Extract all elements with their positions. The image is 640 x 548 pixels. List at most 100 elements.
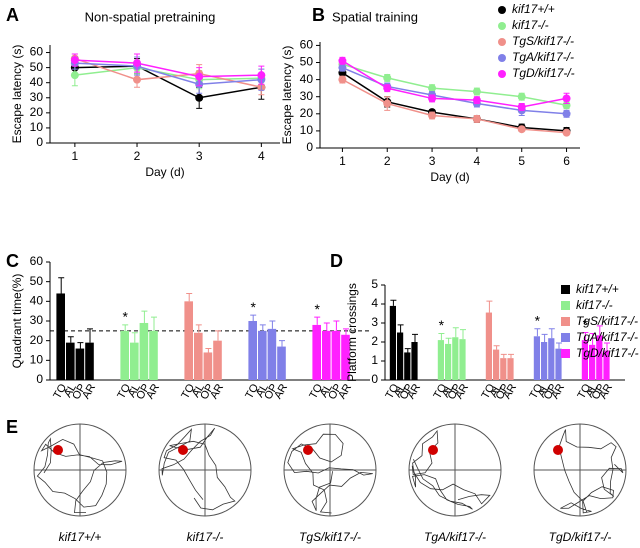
data-point — [195, 93, 204, 102]
bar — [404, 352, 411, 380]
platform — [428, 445, 438, 455]
bar — [322, 330, 331, 380]
error-bar — [397, 324, 404, 333]
x-tick-label: 3 — [196, 149, 203, 163]
x-tick-label: AL — [190, 382, 207, 400]
bar — [589, 344, 596, 380]
legend-marker — [561, 285, 570, 294]
y-tick-label: 20 — [300, 106, 314, 120]
error-bar — [195, 324, 202, 333]
series-line — [74, 59, 262, 78]
data-point — [428, 84, 437, 93]
bar — [66, 342, 75, 380]
significance-mark: * — [439, 317, 445, 333]
data-point — [257, 71, 266, 80]
y-tick-label: 0 — [36, 372, 43, 386]
bar — [341, 334, 350, 380]
data-point — [338, 63, 347, 72]
y-tick-label: 4 — [371, 296, 378, 310]
y-axis-label: Platform crossings — [345, 283, 359, 382]
bar — [331, 330, 341, 380]
legend-marker — [561, 317, 570, 326]
quadrant-lines — [409, 424, 501, 516]
x-tick-label: 4 — [474, 154, 481, 168]
legend-marker — [561, 333, 570, 342]
bar — [533, 336, 540, 380]
x-tick-label: 1 — [72, 149, 79, 163]
significance-mark: * — [583, 316, 589, 332]
bar — [411, 342, 418, 380]
data-point — [562, 94, 571, 103]
y-tick-label: 40 — [30, 75, 44, 89]
data-point — [383, 84, 392, 93]
panel-letter: A — [6, 5, 19, 25]
legend-label: TgD/kif17-/- — [576, 346, 639, 360]
bar — [459, 339, 466, 380]
data-point — [517, 102, 526, 111]
data-point — [383, 73, 392, 82]
bar — [312, 324, 321, 380]
series-line — [342, 78, 567, 134]
chart-title: Non-spatial pretraining — [85, 9, 216, 24]
bar — [541, 342, 548, 380]
error-bar — [404, 348, 411, 353]
platform — [53, 445, 63, 455]
y-tick-label: 60 — [30, 45, 44, 59]
y-tick-label: 2 — [371, 334, 378, 348]
error-bar — [460, 329, 466, 340]
error-bar — [333, 320, 340, 331]
bar — [555, 348, 562, 380]
significance-mark: * — [250, 299, 256, 315]
x-tick-label: AL — [440, 382, 457, 400]
bar — [485, 312, 492, 380]
y-tick-label: 60 — [300, 38, 314, 52]
error-bar — [269, 320, 276, 329]
x-tick-label: AL — [488, 382, 505, 400]
y-tick-label: 10 — [300, 123, 314, 137]
legend-marker — [561, 301, 570, 310]
legend-marker — [498, 70, 506, 78]
bar — [194, 332, 203, 380]
caption: TgD/kif17-/- — [549, 530, 612, 544]
quadrant-lines — [159, 424, 251, 516]
data-point — [70, 56, 79, 65]
bar — [596, 335, 603, 380]
quadrant-lines — [34, 424, 126, 516]
y-tick-label: 0 — [36, 135, 43, 149]
error-bar — [250, 314, 257, 321]
legend-label: kif17+/+ — [576, 282, 619, 296]
error-bar — [131, 332, 138, 343]
error-bar — [58, 277, 65, 294]
error-bar — [589, 332, 596, 345]
legend-marker — [498, 38, 506, 46]
bar — [248, 321, 257, 380]
error-bar — [87, 328, 93, 343]
data-point — [472, 87, 481, 96]
error-bar — [445, 337, 452, 344]
significance-mark: * — [314, 301, 320, 317]
error-bar — [541, 333, 548, 342]
data-point — [133, 59, 142, 68]
error-bar — [205, 348, 212, 353]
y-tick-label: 30 — [30, 90, 44, 104]
y-tick-label: 40 — [300, 72, 314, 86]
x-tick-label: AL — [536, 382, 553, 400]
bar — [139, 322, 149, 380]
error-bar — [412, 333, 418, 342]
caption: kif17+/+ — [59, 530, 102, 544]
data-point — [338, 75, 347, 84]
error-bar — [582, 332, 589, 341]
x-tick-label: AL — [126, 382, 143, 400]
data-point — [428, 111, 437, 120]
error-bar — [141, 310, 148, 323]
y-tick-label: 50 — [300, 55, 314, 69]
x-tick-label: 1 — [339, 154, 346, 168]
y-tick-label: 10 — [30, 353, 44, 367]
y-tick-label: 20 — [30, 333, 44, 347]
x-tick-label: 2 — [384, 154, 391, 168]
legend-label: TgD/kif17-/- — [512, 66, 575, 80]
x-tick-label: 5 — [518, 154, 525, 168]
data-point — [517, 92, 526, 101]
error-bar — [604, 342, 610, 351]
bar — [437, 340, 444, 380]
